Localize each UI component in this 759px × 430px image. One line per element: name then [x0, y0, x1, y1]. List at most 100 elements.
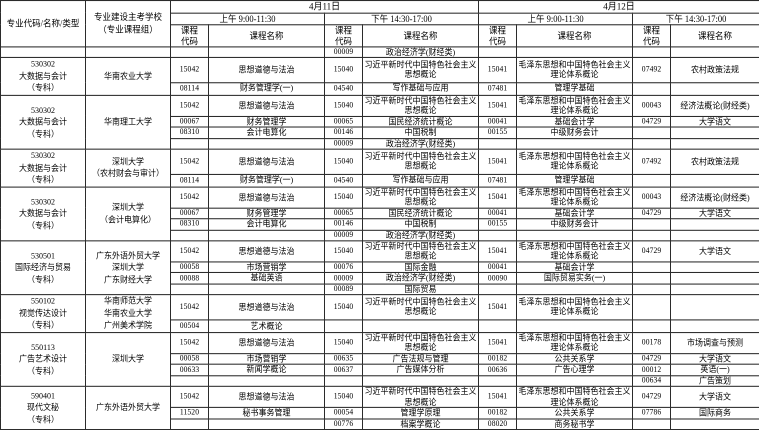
- major-cell: 550102 视觉传达设计 （专科）: [0, 294, 86, 334]
- school-cell: 深圳大学: [85, 332, 171, 388]
- empty-cell: [632, 173, 672, 188]
- course-code-cell: 11520: [170, 406, 209, 420]
- course-code-cell: 00041: [478, 207, 518, 220]
- course-name-cell: 习近平新时代中国特色社会主义思想概论: [361, 240, 480, 263]
- empty-cell: [208, 374, 325, 388]
- course-name-cell: 大学语文: [670, 207, 759, 220]
- course-name-cell: 政治经济学(财经类): [361, 137, 480, 150]
- major-cell: 530302 大数据与会计 （专科）: [0, 57, 86, 96]
- course-name-cell: 艺术概论: [208, 319, 325, 334]
- course-name-cell: 思想道德与法治: [208, 94, 325, 117]
- empty-cell: [632, 272, 672, 285]
- empty-cell: [670, 81, 759, 96]
- course-code-cell: 00504: [170, 319, 209, 334]
- school-cell: 广东外语外贸大学 深圳大学 广东财经大学: [85, 240, 171, 296]
- course-code-cell: 00088: [170, 272, 209, 285]
- empty-cell: [324, 319, 363, 334]
- course-name-cell: 广告心理学: [516, 363, 634, 377]
- course-name-cell: 国际金融: [361, 261, 480, 274]
- empty-cell: [632, 229, 672, 242]
- course-code-cell: 04540: [324, 81, 363, 96]
- header-course-code-3: 课程 代码: [478, 23, 518, 48]
- course-name-cell: 财务管理学(一): [208, 81, 325, 96]
- course-code-cell: 15040: [324, 186, 363, 209]
- table-row: 08310 会计电算化 00146 中国税制 00155 中级财务会计: [1, 218, 759, 231]
- course-name-cell: 习近平新时代中国特色社会主义思想概论: [361, 148, 480, 175]
- table-row: 550113 广告艺术设计 （专科） 深圳大学 15042 思想道德与法治 15040 习近平…: [0, 332, 759, 388]
- course-name-cell: 农村政策法规: [670, 57, 759, 83]
- major-cell: 550113 广告艺术设计 （专科）: [0, 332, 86, 388]
- course-code-cell: 08020: [478, 417, 518, 430]
- major-name: 国际经济与贸易: [15, 262, 71, 273]
- empty-cell: [670, 261, 759, 274]
- table-row: 530302 大数据与会计 （专科） 华南农业大学 15042 思想道德与法治 15040 习…: [0, 57, 759, 96]
- empty-cell: [170, 417, 209, 430]
- course-name-cell: 大学语文: [670, 115, 759, 128]
- course-code-cell: 15040: [324, 57, 363, 83]
- course-name-cell: 财务管理学(一): [208, 173, 325, 188]
- empty-cell: [208, 229, 325, 242]
- header-day2-session-am: 上午 9:00-11:30: [478, 12, 634, 25]
- course-code-cell: 00636: [478, 363, 518, 377]
- course-name-cell: 经济法概论(财经类): [670, 94, 759, 117]
- major-code: 530302: [31, 104, 55, 115]
- table-row: 550102 视觉传达设计 （专科） 华南师范大学 华南农业大学 广州美术学院 15042 思…: [0, 294, 759, 334]
- course-name-cell: 毛泽东思想和中国特色社会主义理论体系概论: [516, 240, 634, 263]
- table-row: 530302 大数据与会计 （专科） 华南理工大学 15042 思想道德与法治 15040 习…: [0, 94, 759, 150]
- table-row: 530501 国际经济与贸易 （专科） 广东外语外贸大学 深圳大学 广东财经大学 15042…: [0, 240, 759, 296]
- course-name-cell: 市场调查与预测: [670, 332, 759, 355]
- school-cell: 华南农业大学: [85, 57, 171, 96]
- major-code: 530501: [31, 250, 55, 261]
- major-cell: 530302 大数据与会计 （专科）: [0, 94, 86, 150]
- empty-cell: [632, 294, 672, 321]
- empty-cell: [632, 283, 672, 296]
- course-name-cell: 财务管理学: [208, 115, 325, 128]
- empty-cell: [516, 374, 634, 388]
- empty-cell: [170, 229, 209, 242]
- header-school-line1: 专业建设主考学校: [93, 11, 162, 22]
- table-row: 00067 财务管理学 00065 国民经济统计概论 00041 基础会计学 04729 大学…: [1, 115, 759, 128]
- empty-cell: [670, 229, 759, 242]
- course-name-cell: 习近平新时代中国特色社会主义思想概论: [361, 186, 480, 209]
- course-name-cell: 思想道德与法治: [208, 332, 325, 355]
- header-course-name-4: 课程名称: [670, 23, 759, 48]
- course-code-cell: 00012: [632, 363, 672, 377]
- empty-cell: [208, 283, 325, 296]
- empty-cell: [516, 45, 634, 59]
- table-body: 00009 政治经济学(财经类) 530302 大数据与会计 （专科） 华南农业大学 150…: [0, 45, 759, 430]
- major-name: 大数据与会计: [19, 163, 67, 173]
- course-code-cell: 00067: [170, 115, 209, 128]
- header-code-l1: 课程: [180, 24, 198, 36]
- empty-cell: [670, 173, 759, 188]
- table-head: 专业代码/名称/类型 专业建设主考学校 （专业课程组） 4月11日 4月12日 …: [0, 0, 759, 48]
- table-row: 00009 政治经济学(财经类): [1, 137, 759, 150]
- empty-cell: [478, 319, 518, 334]
- course-name-cell: 经济法概论(财经类): [670, 186, 759, 209]
- course-code-cell: 00182: [478, 352, 518, 366]
- course-code-cell: 00043: [632, 186, 672, 209]
- header-day1-session-pm: 下午 14:30-17:00: [323, 12, 480, 25]
- course-code-cell: 00043: [632, 94, 672, 117]
- course-code-cell: 00637: [324, 363, 363, 377]
- course-name-cell: 商务秘书学: [516, 417, 634, 430]
- course-code-cell: 07492: [632, 57, 672, 83]
- course-name-cell: 公共关系学: [516, 406, 634, 420]
- course-code-cell: 15042: [170, 240, 209, 263]
- school-cell: 华南师范大学 华南农业大学 广州美术学院: [85, 294, 171, 334]
- table-row: 00504 艺术概论: [1, 319, 759, 334]
- course-code-cell: 00058: [170, 352, 209, 366]
- course-code-cell: 04729: [632, 207, 672, 220]
- empty-cell: [670, 45, 759, 59]
- header-code-l1: 课程: [643, 24, 661, 36]
- course-code-cell: 00009: [324, 272, 363, 285]
- course-code-cell: 00146: [324, 218, 363, 231]
- major-type: （专科）: [27, 366, 59, 377]
- empty-cell: [670, 137, 759, 150]
- course-name-cell: 会计电算化: [208, 126, 325, 139]
- course-name-cell: 毛泽东思想和中国特色社会主义理论体系概论: [516, 294, 634, 321]
- course-name-cell: 习近平新时代中国特色社会主义思想概论: [361, 332, 480, 355]
- course-code-cell: 07492: [632, 148, 672, 175]
- course-code-cell: 15041: [478, 332, 518, 355]
